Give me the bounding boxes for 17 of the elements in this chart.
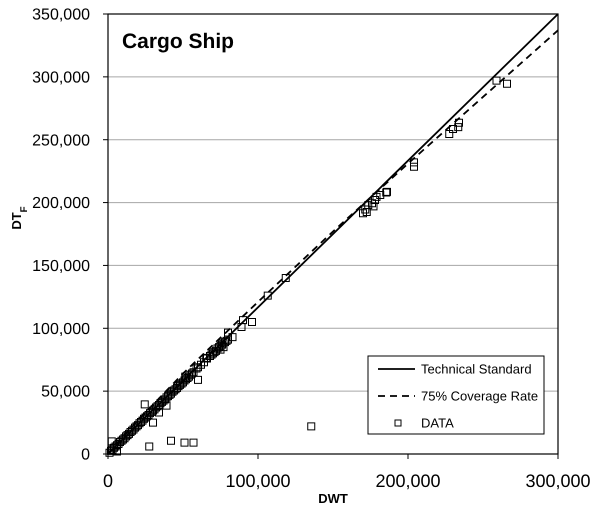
y-tick-label: 150,000 bbox=[32, 258, 90, 276]
legend-label: 75% Coverage Rate bbox=[421, 388, 538, 404]
x-tick-label: 100,000 bbox=[225, 471, 291, 491]
legend-label: DATA bbox=[421, 416, 454, 431]
y-tick-label: 200,000 bbox=[32, 195, 90, 212]
y-tick-label: 50,000 bbox=[41, 384, 90, 401]
y-tick-label: 0 bbox=[81, 446, 90, 464]
text: Cargo Ship bbox=[122, 30, 234, 53]
x-axis-title: DWT bbox=[318, 491, 348, 506]
x-tick-label: 200,000 bbox=[375, 471, 441, 491]
legend-label: Technical Standard bbox=[421, 362, 532, 377]
y-tick-label: 300,000 bbox=[32, 69, 90, 86]
y-tick-label: 350,000 bbox=[32, 6, 90, 24]
x-tick-label: 300,000 bbox=[525, 471, 591, 491]
y-tick-label: 250,000 bbox=[32, 132, 90, 150]
x-tick-label: 0 bbox=[102, 471, 114, 491]
y-tick-label: 100,000 bbox=[32, 320, 90, 338]
